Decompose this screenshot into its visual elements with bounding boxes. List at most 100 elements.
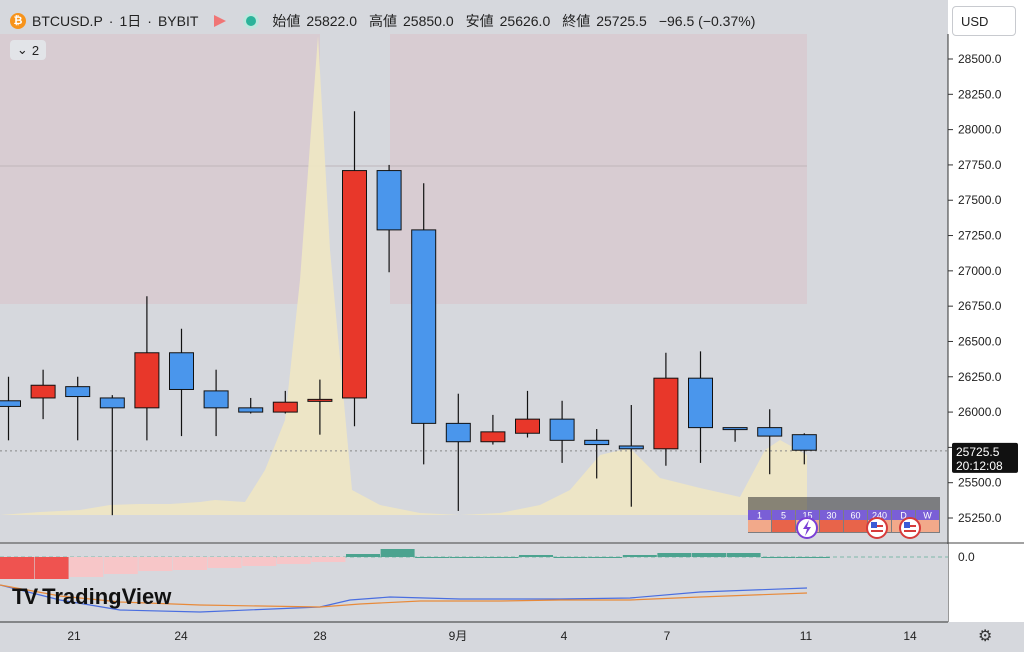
separator: · <box>147 13 152 29</box>
histogram-bar <box>449 557 484 558</box>
price-tick-label: 27000.0 <box>958 264 1002 278</box>
candle[interactable] <box>30 384 56 399</box>
tradingview-logo-icon: TV <box>12 584 38 609</box>
candle[interactable] <box>584 439 610 446</box>
timeframe-cell[interactable] <box>844 510 867 520</box>
timeframe-cell[interactable] <box>916 510 939 520</box>
candle[interactable] <box>618 445 644 450</box>
low-label: 安値 <box>465 13 494 29</box>
interval-label[interactable]: 1日 <box>119 13 142 29</box>
time-tick-label: 14 <box>903 629 917 643</box>
timeframe-status-cell <box>820 520 843 532</box>
histogram-bar <box>276 557 311 564</box>
timeframe-label: 240 <box>872 511 887 521</box>
settings-gear-icon[interactable]: ⚙ <box>978 628 993 645</box>
candle[interactable] <box>757 427 783 437</box>
candle[interactable] <box>238 407 264 413</box>
supply-zone <box>0 34 320 304</box>
candle[interactable] <box>411 229 437 424</box>
bitcoin-icon: ₿ <box>10 13 26 29</box>
price-tick-label: 28500.0 <box>958 52 1002 66</box>
candle[interactable] <box>99 397 125 409</box>
indicator-collapse-button[interactable]: ⌄ 2 <box>10 40 46 60</box>
timeframe-label: D <box>900 511 907 521</box>
high-value: 25850.0 <box>403 13 454 29</box>
timeframe-cell[interactable] <box>748 510 771 520</box>
histogram-bar <box>0 557 34 579</box>
price-tick-label: 26250.0 <box>958 370 1002 384</box>
timeframe-cell[interactable] <box>772 510 795 520</box>
candle[interactable] <box>203 390 229 409</box>
symbol-name[interactable]: BTCUSD.P <box>32 13 103 29</box>
histogram-bar <box>34 557 69 579</box>
price-tick-label: 27750.0 <box>958 158 1002 172</box>
candle[interactable] <box>480 431 506 443</box>
symbol-header[interactable]: ₿ BTCUSD.P · 1日 · BYBIT 始値 25822.0 高値 2585… <box>10 8 761 34</box>
current-price-label: 25725.5 <box>956 445 1000 459</box>
timeframe-label: 30 <box>826 511 836 521</box>
timeframe-status-cell <box>844 520 867 532</box>
low-value: 25626.0 <box>499 13 551 29</box>
flag-icon[interactable] <box>214 15 227 27</box>
us-flag-canton <box>871 522 877 528</box>
price-axis-panel <box>948 0 1024 622</box>
brand-name: TradingView <box>42 584 172 609</box>
price-tick-label: 27250.0 <box>958 229 1002 243</box>
candle[interactable] <box>515 418 540 434</box>
candle[interactable] <box>722 427 748 431</box>
us-flag-canton <box>904 522 910 528</box>
exchange-label: BYBIT <box>157 13 199 29</box>
time-tick-label: 11 <box>800 629 813 643</box>
histogram-bar <box>692 553 726 557</box>
price-tick-label: 27500.0 <box>958 193 1002 207</box>
open-value: 25822.0 <box>306 13 358 29</box>
signal-line-blue <box>0 584 808 613</box>
candle[interactable] <box>272 401 298 413</box>
currency-select[interactable]: USD <box>952 6 1016 36</box>
time-tick-label: 24 <box>174 629 188 643</box>
timeframe-label: 15 <box>802 511 812 521</box>
candle[interactable] <box>0 400 21 407</box>
histogram-bar <box>657 553 692 557</box>
timeframe-cell[interactable] <box>868 510 891 520</box>
timeframe-cell[interactable] <box>796 510 819 520</box>
histogram-bar <box>484 557 519 558</box>
candle[interactable] <box>653 377 679 450</box>
supply-zone <box>390 34 807 304</box>
histogram-bar <box>173 557 207 570</box>
time-tick-label: 28 <box>313 629 327 643</box>
price-tick-label: 28250.0 <box>958 87 1002 101</box>
candle[interactable] <box>307 398 333 402</box>
price-tick-label: 26000.0 <box>958 405 1002 419</box>
zero-label: 0.0 <box>958 550 975 564</box>
candle[interactable] <box>65 386 91 398</box>
candle[interactable] <box>134 352 160 409</box>
candle[interactable] <box>549 418 575 441</box>
candle[interactable] <box>791 434 817 451</box>
histogram-bar <box>311 557 346 562</box>
close-value: 25725.5 <box>596 13 647 29</box>
timeframe-label: 60 <box>850 511 860 521</box>
price-tick-label: 25250.0 <box>958 511 1002 525</box>
current-price-tag <box>952 442 1018 473</box>
candle[interactable] <box>376 170 402 231</box>
candle[interactable] <box>688 377 713 429</box>
time-tick-label: 9月 <box>449 629 468 643</box>
price-tick-label: 25500.0 <box>958 476 1002 490</box>
close-label: 終値 <box>562 13 591 29</box>
histogram-bar <box>415 557 450 558</box>
histogram-bar <box>346 554 380 557</box>
price-tick-label: 28000.0 <box>958 123 1002 137</box>
candle[interactable] <box>445 422 471 443</box>
timeframe-cell[interactable] <box>892 510 915 520</box>
candle[interactable] <box>169 352 194 390</box>
candle[interactable] <box>342 170 367 399</box>
separator: · <box>108 13 114 29</box>
histogram-bar <box>103 557 138 574</box>
timeframe-label: 5 <box>781 511 786 521</box>
timeframe-status-cell <box>916 520 939 532</box>
timeframe-cell[interactable] <box>820 510 843 520</box>
change-value: −96.5 (−0.37%) <box>658 13 756 29</box>
time-tick-label: 21 <box>67 629 81 643</box>
